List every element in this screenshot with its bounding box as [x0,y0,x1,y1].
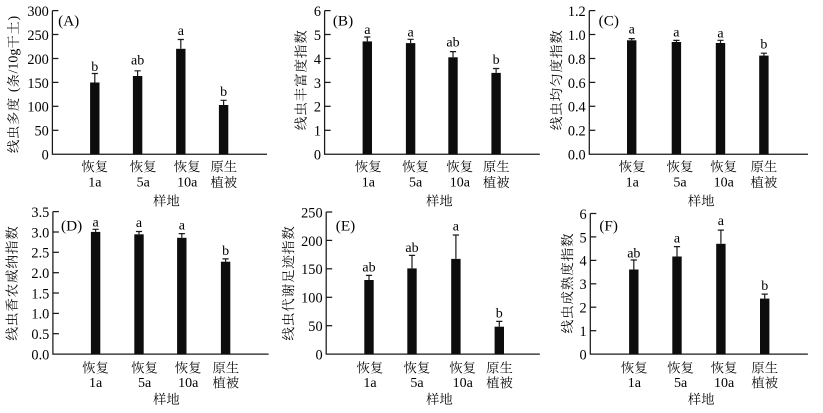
svg-text:6: 6 [580,207,587,223]
svg-text:1a: 1a [88,176,102,191]
svg-text:a: a [136,216,143,231]
svg-text:a: a [717,26,724,41]
svg-text:a: a [178,24,185,39]
svg-text:200: 200 [301,234,322,250]
svg-text:g: g [7,49,22,56]
svg-text:/: / [7,69,22,73]
svg-text:10a: 10a [177,176,198,191]
svg-text:10a: 10a [178,376,199,391]
svg-text:300: 300 [27,4,48,20]
svg-text:10a: 10a [450,176,471,191]
svg-text:0: 0 [314,148,321,164]
svg-text:0.6: 0.6 [568,76,586,92]
svg-text:50: 50 [35,124,49,140]
svg-text:100: 100 [301,291,322,307]
svg-text:2.5: 2.5 [31,246,49,262]
svg-text:1: 1 [7,63,22,70]
svg-text:b: b [222,244,229,259]
svg-text:0.8: 0.8 [568,52,586,68]
svg-text:250: 250 [27,28,48,44]
svg-text:ab: ab [405,241,418,256]
svg-text:100: 100 [27,100,48,116]
svg-text:1.2: 1.2 [568,4,586,20]
svg-text:2: 2 [580,301,587,317]
svg-text:a: a [673,25,680,40]
svg-text:a: a [718,214,725,229]
svg-text:5a: 5a [138,376,152,391]
svg-text:a: a [629,22,636,37]
svg-text:0.2: 0.2 [568,124,586,140]
svg-text:1a: 1a [626,176,640,191]
svg-text:1: 1 [580,324,587,340]
svg-text:1a: 1a [628,376,642,391]
svg-text:10a: 10a [714,176,735,191]
svg-text:b: b [760,38,767,53]
svg-text:3.0: 3.0 [31,225,49,241]
svg-text:5: 5 [314,28,321,44]
svg-text:2: 2 [314,100,321,116]
svg-text:5: 5 [580,230,587,246]
svg-text:(A): (A) [58,12,79,29]
svg-text:(: ( [7,87,22,92]
svg-text:150: 150 [301,262,322,278]
svg-text:10a: 10a [453,376,474,391]
svg-text:5a: 5a [410,376,424,391]
svg-text:0.0: 0.0 [568,148,586,164]
svg-text:0.5: 0.5 [31,327,49,343]
svg-text:2.0: 2.0 [31,266,49,282]
svg-text:5a: 5a [673,176,687,191]
svg-text:): ) [7,16,22,21]
svg-text:1.0: 1.0 [31,307,49,323]
svg-text:200: 200 [27,52,48,68]
svg-text:4: 4 [314,52,321,68]
svg-text:1a: 1a [89,376,103,391]
svg-text:0: 0 [7,56,22,63]
svg-text:1.0: 1.0 [568,28,586,44]
svg-text:a: a [674,232,681,247]
svg-text:1: 1 [314,124,321,140]
svg-text:3: 3 [314,76,321,92]
svg-text:1.5: 1.5 [31,286,49,302]
svg-text:5a: 5a [409,176,423,191]
svg-text:b: b [493,53,500,68]
svg-text:ab: ab [627,246,640,261]
svg-text:250: 250 [301,205,322,221]
svg-text:10a: 10a [714,376,735,391]
svg-text:b: b [220,85,227,100]
svg-text:(D): (D) [61,217,82,234]
svg-text:0: 0 [315,348,322,364]
svg-text:a: a [92,216,99,231]
svg-text:3: 3 [580,277,587,293]
svg-text:b: b [761,279,768,294]
svg-text:1a: 1a [363,376,377,391]
svg-text:a: a [364,23,371,38]
svg-text:b: b [91,60,98,75]
svg-text:0.0: 0.0 [31,348,49,364]
svg-text:ab: ab [362,260,375,275]
svg-text:50: 50 [308,319,322,335]
svg-text:5a: 5a [137,176,151,191]
svg-text:ab: ab [446,35,459,50]
svg-text:4: 4 [580,254,587,270]
svg-text:a: a [179,218,186,233]
svg-text:ab: ab [131,53,144,68]
svg-text:b: b [496,307,503,322]
svg-text:3.5: 3.5 [31,205,49,221]
svg-text:150: 150 [27,76,48,92]
svg-text:a: a [453,219,460,234]
svg-text:1a: 1a [362,176,376,191]
svg-text:(F): (F) [599,217,618,234]
svg-text:0: 0 [580,348,587,364]
svg-text:6: 6 [314,4,321,20]
svg-text:a: a [407,25,414,40]
svg-text:(E): (E) [336,217,355,234]
svg-text:(C): (C) [599,12,619,29]
svg-text:5a: 5a [674,376,688,391]
svg-text:0: 0 [42,148,49,164]
svg-text:0.4: 0.4 [568,100,586,116]
svg-text:(B): (B) [333,12,353,29]
